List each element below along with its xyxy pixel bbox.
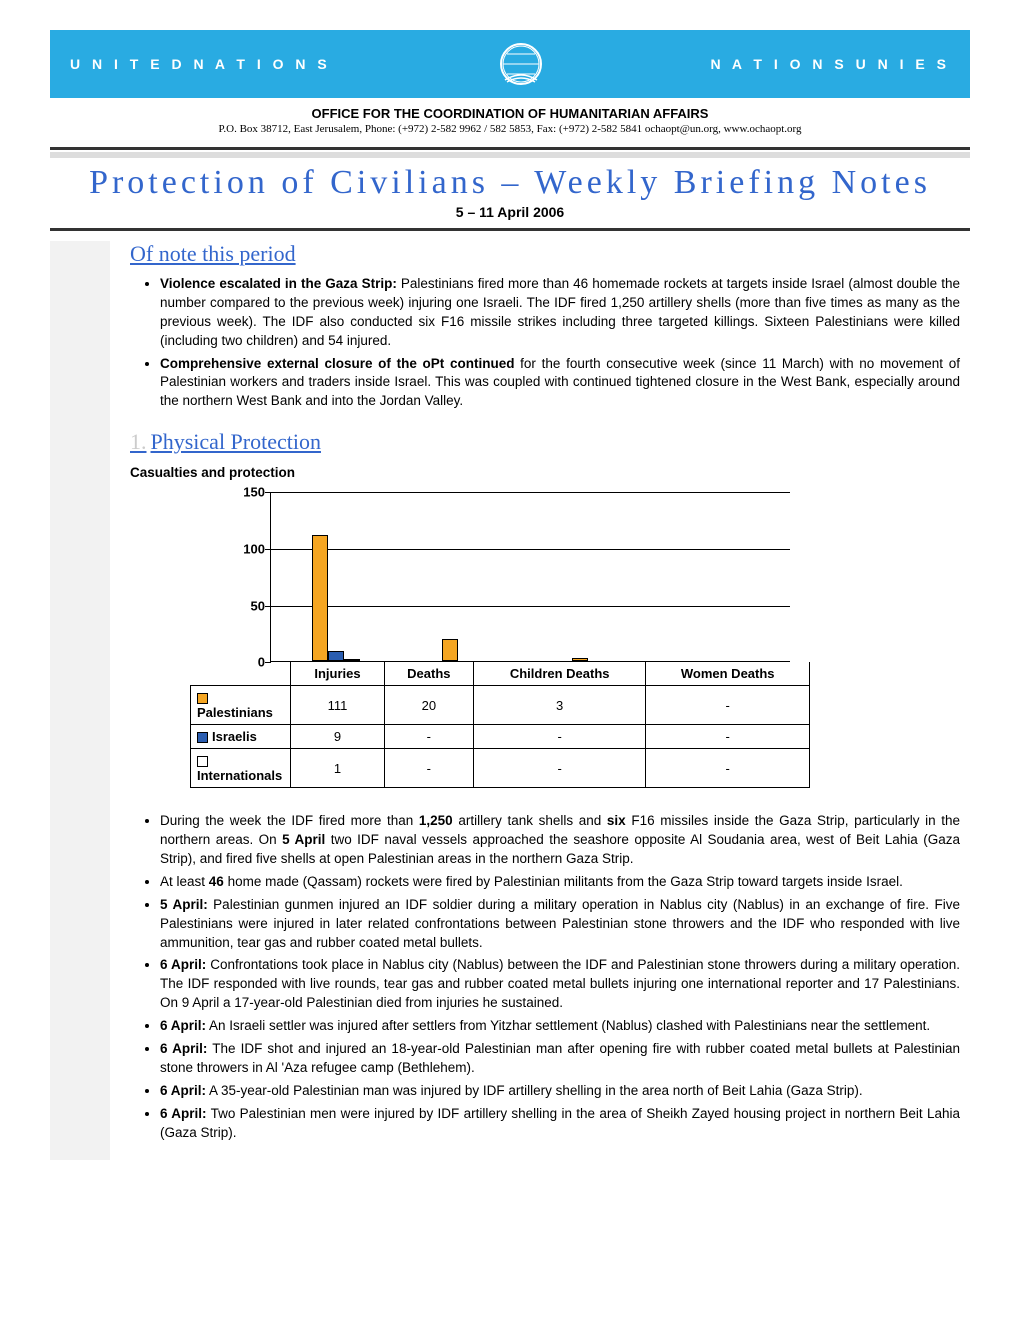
cell: 3 xyxy=(473,686,645,725)
list-item: At least 46 home made (Qassam) rockets w… xyxy=(160,873,960,892)
bold-lead: Violence escalated in the Gaza Strip: xyxy=(160,276,397,291)
cell: - xyxy=(473,749,645,788)
cell: 111 xyxy=(291,686,384,725)
list-item: 6 April: The IDF shot and injured an 18-… xyxy=(160,1040,960,1078)
cell: 1 xyxy=(291,749,384,788)
cell: - xyxy=(646,749,810,788)
col-header: Deaths xyxy=(384,662,473,686)
cell: - xyxy=(646,725,810,749)
cell: - xyxy=(384,725,473,749)
col-header: Women Deaths xyxy=(646,662,810,686)
cell: 9 xyxy=(291,725,384,749)
table-row: Israelis 9 - - - xyxy=(191,725,810,749)
series-name: Internationals xyxy=(197,768,282,783)
office-title: OFFICE FOR THE COORDINATION OF HUMANITAR… xyxy=(50,106,970,121)
series-name: Palestinians xyxy=(197,705,273,720)
sub-heading: Casualties and protection xyxy=(130,465,960,480)
list-item: 6 April: An Israeli settler was injured … xyxy=(160,1017,960,1036)
col-header: Injuries xyxy=(291,662,384,686)
left-gutter xyxy=(50,241,110,1160)
cell: 20 xyxy=(384,686,473,725)
list-item: During the week the IDF fired more than … xyxy=(160,812,960,869)
bold-lead: Comprehensive external closure of the oP… xyxy=(160,356,514,371)
list-item: 6 April: Two Palestinian men were injure… xyxy=(160,1105,960,1143)
divider xyxy=(50,147,970,150)
cell: - xyxy=(473,725,645,749)
divider xyxy=(50,152,970,158)
legend-swatch xyxy=(197,693,208,704)
un-logo xyxy=(497,40,545,88)
cell: - xyxy=(384,749,473,788)
divider xyxy=(50,228,970,231)
header-right: N A T I O N S U N I E S xyxy=(710,56,950,72)
contact-line: P.O. Box 38712, East Jerusalem, Phone: (… xyxy=(50,123,970,135)
list-item: 6 April: Confrontations took place in Na… xyxy=(160,956,960,1013)
cell: - xyxy=(646,686,810,725)
table-row: Palestinians 111 20 3 - xyxy=(191,686,810,725)
events-list: During the week the IDF fired more than … xyxy=(130,812,960,1142)
section-heading-of-note: Of note this period xyxy=(130,241,960,267)
document-title: Protection of Civilians – Weekly Briefin… xyxy=(50,164,970,202)
casualties-table: Injuries Deaths Children Deaths Women De… xyxy=(190,662,810,788)
header-left: U N I T E D N A T I O N S xyxy=(70,56,331,72)
legend-swatch xyxy=(197,732,208,743)
list-item: Comprehensive external closure of the oP… xyxy=(160,355,960,412)
list-item: 6 April: A 35-year-old Palestinian man w… xyxy=(160,1082,960,1101)
section-heading-text: Physical Protection xyxy=(151,429,321,454)
section-heading-physical: 1.Physical Protection xyxy=(130,429,960,455)
col-header: Children Deaths xyxy=(473,662,645,686)
series-name: Israelis xyxy=(212,729,257,744)
legend-swatch xyxy=(197,756,208,767)
table-row: Internationals 1 - - - xyxy=(191,749,810,788)
list-item: 5 April: Palestinian gunmen injured an I… xyxy=(160,896,960,953)
date-range: 5 – 11 April 2006 xyxy=(50,204,970,220)
casualties-chart: 050100150 Injuries Deaths Children Death… xyxy=(190,492,960,788)
of-note-list: Violence escalated in the Gaza Strip: Pa… xyxy=(130,275,960,411)
section-number: 1. xyxy=(130,429,147,454)
list-item: Violence escalated in the Gaza Strip: Pa… xyxy=(160,275,960,351)
header-bar: U N I T E D N A T I O N S N A T I O N S … xyxy=(50,30,970,98)
